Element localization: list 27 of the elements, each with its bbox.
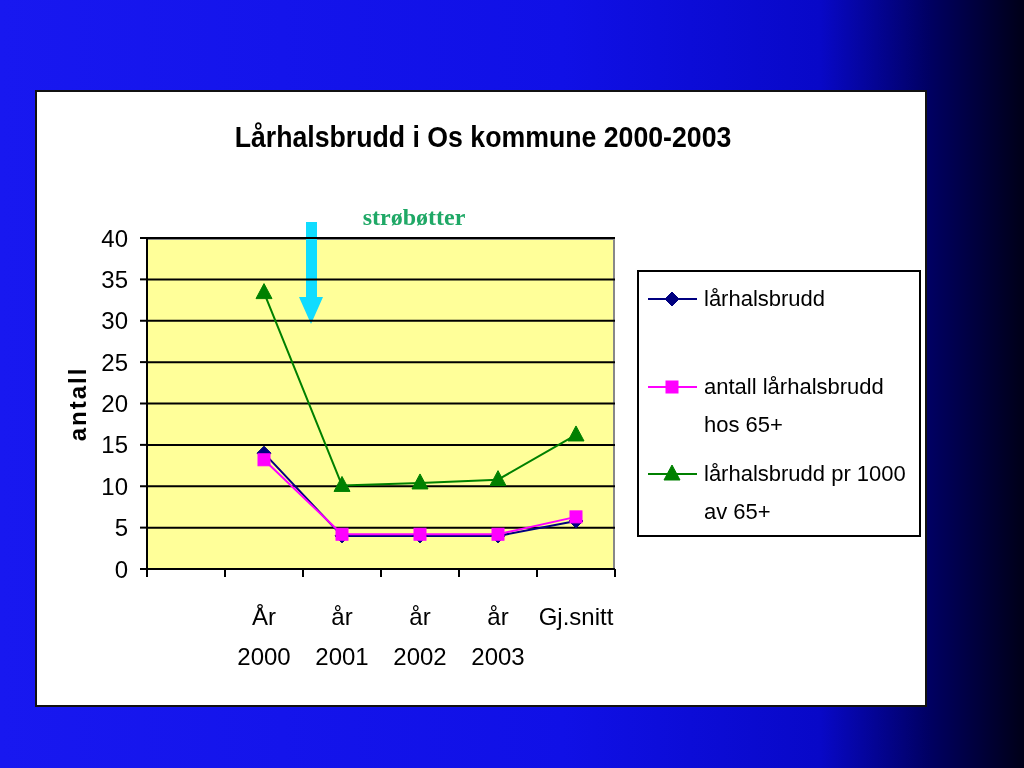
point bbox=[489, 470, 507, 487]
x-tick-label: År 2000 bbox=[237, 603, 291, 670]
x-tick-label: år 2002 bbox=[393, 603, 447, 670]
legend-label: lårhalsbrudd bbox=[704, 285, 827, 313]
y-tick-label: 35 bbox=[101, 265, 128, 293]
y-axis-title: antall bbox=[64, 366, 92, 442]
y-tick-label: 0 bbox=[114, 555, 128, 583]
point bbox=[567, 425, 585, 442]
point bbox=[257, 453, 271, 467]
x-tick-label: år 2003 bbox=[471, 603, 525, 670]
y-tick-label: 15 bbox=[101, 431, 128, 459]
x-tick-label: år 2001 bbox=[315, 603, 369, 670]
text: strøbøtter bbox=[362, 203, 466, 231]
x-tick-label: Gj.snitt bbox=[538, 603, 614, 630]
y-tick-label: 25 bbox=[101, 348, 128, 376]
legend-label: lårhalsbrudd pr 1000 av 65+ bbox=[704, 460, 907, 527]
point bbox=[255, 283, 273, 300]
y-tick-label: 10 bbox=[101, 472, 128, 500]
point bbox=[411, 473, 429, 490]
y-tick-label: 40 bbox=[101, 224, 128, 252]
y-tick-label: 5 bbox=[114, 514, 128, 542]
legend-label: antall lårhalsbrudd hos 65+ bbox=[704, 372, 885, 439]
chart-title: Lårhalsbrudd i Os kommune 2000-2003 bbox=[234, 120, 732, 155]
point bbox=[569, 510, 583, 524]
point bbox=[333, 475, 351, 492]
y-tick-label: 30 bbox=[101, 307, 128, 335]
y-tick-label: 20 bbox=[101, 390, 128, 418]
